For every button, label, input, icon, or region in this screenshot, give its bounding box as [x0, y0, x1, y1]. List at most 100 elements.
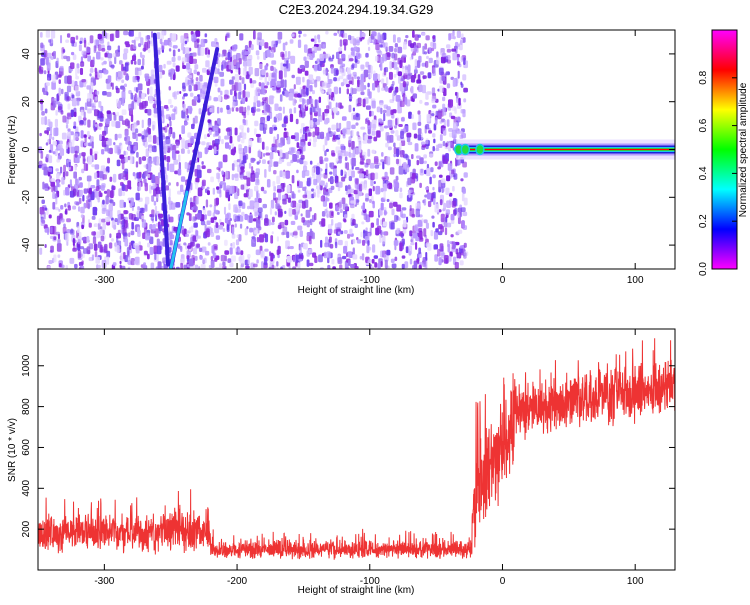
- heatmap-cell: [130, 197, 134, 207]
- snr-ytick-label: 400: [21, 480, 32, 497]
- heatmap-cell: [41, 111, 45, 116]
- heatmap-cell: [93, 151, 99, 155]
- heatmap-cell: [219, 189, 222, 198]
- heatmap-cell: [385, 85, 389, 92]
- heatmap-cell: [181, 125, 186, 134]
- heatmap-cell: [268, 266, 272, 269]
- heatmap-cell: [228, 203, 231, 211]
- heatmap-cell: [100, 105, 104, 112]
- heatmap-cell: [205, 199, 209, 208]
- heatmap-cell: [151, 74, 155, 84]
- heatmap-cell: [345, 191, 349, 195]
- heatmap-cell: [461, 33, 464, 39]
- heatmap-cell: [235, 239, 240, 246]
- heatmap-cell: [218, 167, 221, 172]
- heatmap-cell: [256, 219, 261, 229]
- heatmap-cell: [266, 115, 271, 122]
- heatmap-cell: [440, 250, 445, 259]
- heatmap-cell: [255, 50, 260, 56]
- heatmap-cell: [162, 257, 167, 264]
- colorbar-tick-label: 0.6: [698, 118, 709, 132]
- heatmap-cell: [58, 262, 62, 268]
- heatmap-cell: [234, 223, 237, 228]
- heatmap-cell: [209, 267, 213, 269]
- heatmap-cell: [243, 83, 247, 91]
- heatmap-cell: [46, 52, 52, 59]
- heatmap-cell: [123, 150, 126, 156]
- heatmap-cell: [279, 94, 283, 102]
- heatmap-cell: [137, 67, 142, 72]
- heatmap-cell: [389, 60, 393, 70]
- heatmap-cell: [214, 198, 219, 207]
- heatmap-cell: [128, 30, 134, 37]
- heatmap-cell: [330, 185, 335, 191]
- heatmap-cell: [260, 39, 265, 47]
- heatmap-cell: [224, 239, 228, 246]
- heatmap-cell: [45, 57, 49, 66]
- heatmap-cell: [138, 241, 141, 247]
- heatmap-cell: [238, 234, 242, 242]
- heatmap-cell: [297, 189, 301, 193]
- heatmap-cell: [204, 214, 207, 220]
- heatmap-cell: [71, 80, 75, 88]
- heatmap-cell: [328, 228, 333, 234]
- heatmap-cell: [394, 47, 398, 53]
- heatmap-cell: [246, 177, 251, 187]
- heatmap-cell: [182, 103, 186, 112]
- heatmap-cell: [121, 219, 125, 228]
- heatmap-cell: [350, 188, 355, 194]
- heatmap-cell: [82, 194, 85, 202]
- heatmap-cell: [85, 46, 90, 53]
- heatmap-cell: [168, 72, 172, 77]
- heatmap-cell: [195, 77, 199, 82]
- heatmap-cell: [57, 183, 61, 188]
- heatmap-cell: [61, 177, 65, 185]
- heatmap-cell: [393, 146, 397, 155]
- heatmap-cell: [400, 140, 406, 147]
- heatmap-cell: [411, 154, 414, 160]
- heatmap-cell: [221, 138, 224, 145]
- heatmap-cell: [456, 53, 460, 58]
- heatmap-cell: [179, 134, 182, 138]
- heatmap-cell: [357, 79, 360, 88]
- heatmap-cell: [365, 118, 368, 125]
- heatmap-cell: [220, 180, 224, 185]
- heatmap-cell: [402, 241, 405, 247]
- heatmap-cell: [263, 51, 267, 61]
- heatmap-cell: [323, 251, 328, 259]
- heatmap-cell: [335, 51, 340, 60]
- heatmap-cell: [337, 139, 341, 145]
- heatmap-cell: [225, 35, 228, 42]
- heatmap-cell: [241, 98, 245, 102]
- heatmap-cell: [214, 67, 218, 75]
- heatmap-cell: [99, 37, 105, 44]
- heatmap-cell: [409, 230, 413, 237]
- heatmap-cell: [121, 191, 126, 197]
- heatmap-cell: [94, 164, 100, 170]
- heatmap-cell: [138, 156, 142, 165]
- heatmap-cell: [405, 246, 409, 254]
- heatmap-cell: [122, 87, 126, 92]
- heatmap-cell: [194, 206, 198, 211]
- snr-frame: [37, 328, 676, 571]
- heatmap-cell: [204, 250, 210, 256]
- heatmap-cell: [198, 108, 202, 115]
- heatmap-cell: [146, 35, 151, 40]
- heatmap-cell: [324, 136, 328, 146]
- heatmap-cell: [273, 169, 277, 175]
- heatmap-cell: [311, 47, 315, 51]
- heatmap-cell: [397, 217, 401, 221]
- heatmap-cell: [367, 39, 370, 45]
- heatmap-cell: [233, 160, 239, 167]
- heatmap-cell: [166, 162, 170, 171]
- heatmap-cell: [337, 206, 343, 211]
- heatmap-cell: [319, 53, 325, 62]
- heatmap-cell: [399, 100, 405, 107]
- heatmap-cell: [200, 38, 206, 48]
- heatmap-cell: [324, 157, 329, 162]
- heatmap-cell: [172, 108, 177, 113]
- heatmap-cell: [194, 64, 199, 70]
- heatmap-cell: [91, 105, 96, 111]
- heatmap-cell: [451, 129, 457, 139]
- heatmap-cell: [138, 90, 143, 99]
